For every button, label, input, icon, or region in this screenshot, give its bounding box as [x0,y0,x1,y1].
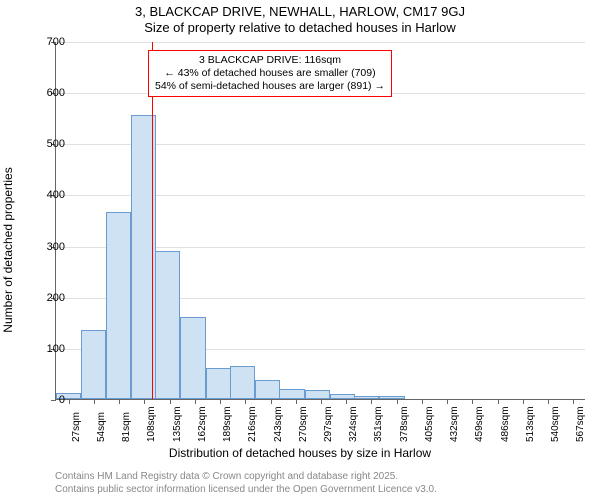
histogram-bar [305,390,330,399]
xtick-mark [422,399,423,404]
xtick-mark [245,399,246,404]
ytick-label: 0 [35,394,65,406]
xtick-mark [498,399,499,404]
histogram-bar [279,389,304,399]
ytick-label: 600 [35,87,65,99]
footnote: Contains HM Land Registry data © Crown c… [55,470,437,496]
xtick-label: 567sqm [575,406,586,442]
histogram-bar [330,394,355,399]
annotation-box: 3 BLACKCAP DRIVE: 116sqm← 43% of detache… [148,50,392,97]
histogram-bar [379,396,404,399]
ytick-label: 700 [35,36,65,48]
histogram-bar [206,368,231,399]
xtick-label: 54sqm [96,412,107,442]
xtick-mark [220,399,221,404]
xtick-label: 540sqm [550,406,561,442]
gridline [56,42,585,43]
xtick-label: 486sqm [500,406,511,442]
xtick-label: 162sqm [197,406,208,442]
xtick-label: 216sqm [247,406,258,442]
xtick-label: 432sqm [449,406,460,442]
histogram-bar [106,212,131,399]
ytick-label: 400 [35,189,65,201]
xtick-label: 459sqm [474,406,485,442]
xtick-mark [170,399,171,404]
xtick-label: 324sqm [348,406,359,442]
xtick-mark [144,399,145,404]
xtick-mark [346,399,347,404]
ytick-label: 100 [35,343,65,355]
xtick-label: 297sqm [323,406,334,442]
ytick-label: 300 [35,241,65,253]
xtick-label: 405sqm [424,406,435,442]
xtick-mark [69,399,70,404]
xtick-label: 81sqm [121,412,132,442]
histogram-bar [255,380,280,399]
xtick-mark [472,399,473,404]
histogram-bar [155,251,180,399]
xtick-mark [271,399,272,404]
xtick-label: 270sqm [298,406,309,442]
footnote-line2: Contains public sector information licen… [55,483,437,496]
xtick-label: 135sqm [172,406,183,442]
xtick-label: 243sqm [273,406,284,442]
chart-title-sub: Size of property relative to detached ho… [0,20,600,35]
histogram-bar [81,330,106,399]
xtick-mark [321,399,322,404]
xtick-label: 351sqm [373,406,384,442]
xtick-label: 27sqm [71,412,82,442]
histogram-bar [354,396,379,399]
xtick-mark [447,399,448,404]
histogram-bar [230,366,255,399]
xtick-label: 378sqm [399,406,410,442]
xtick-mark [523,399,524,404]
y-axis-label: Number of detached properties [1,130,15,370]
annotation-line: ← 43% of detached houses are smaller (70… [155,67,385,80]
xtick-mark [94,399,95,404]
xtick-label: 108sqm [146,406,157,442]
xtick-mark [296,399,297,404]
xtick-mark [573,399,574,404]
xtick-mark [371,399,372,404]
histogram-bar [180,317,205,399]
plot-area: 3 BLACKCAP DRIVE: 116sqm← 43% of detache… [55,42,585,400]
xtick-label: 189sqm [222,406,233,442]
annotation-line: 3 BLACKCAP DRIVE: 116sqm [155,54,385,67]
xtick-label: 513sqm [525,406,536,442]
annotation-line: 54% of semi-detached houses are larger (… [155,80,385,93]
footnote-line1: Contains HM Land Registry data © Crown c… [55,470,437,483]
xtick-mark [195,399,196,404]
ytick-label: 500 [35,138,65,150]
xtick-mark [119,399,120,404]
chart-container: 3, BLACKCAP DRIVE, NEWHALL, HARLOW, CM17… [0,0,600,500]
chart-title-main: 3, BLACKCAP DRIVE, NEWHALL, HARLOW, CM17… [0,4,600,19]
ytick-label: 200 [35,292,65,304]
xtick-mark [397,399,398,404]
x-axis-label: Distribution of detached houses by size … [0,446,600,460]
xtick-mark [548,399,549,404]
